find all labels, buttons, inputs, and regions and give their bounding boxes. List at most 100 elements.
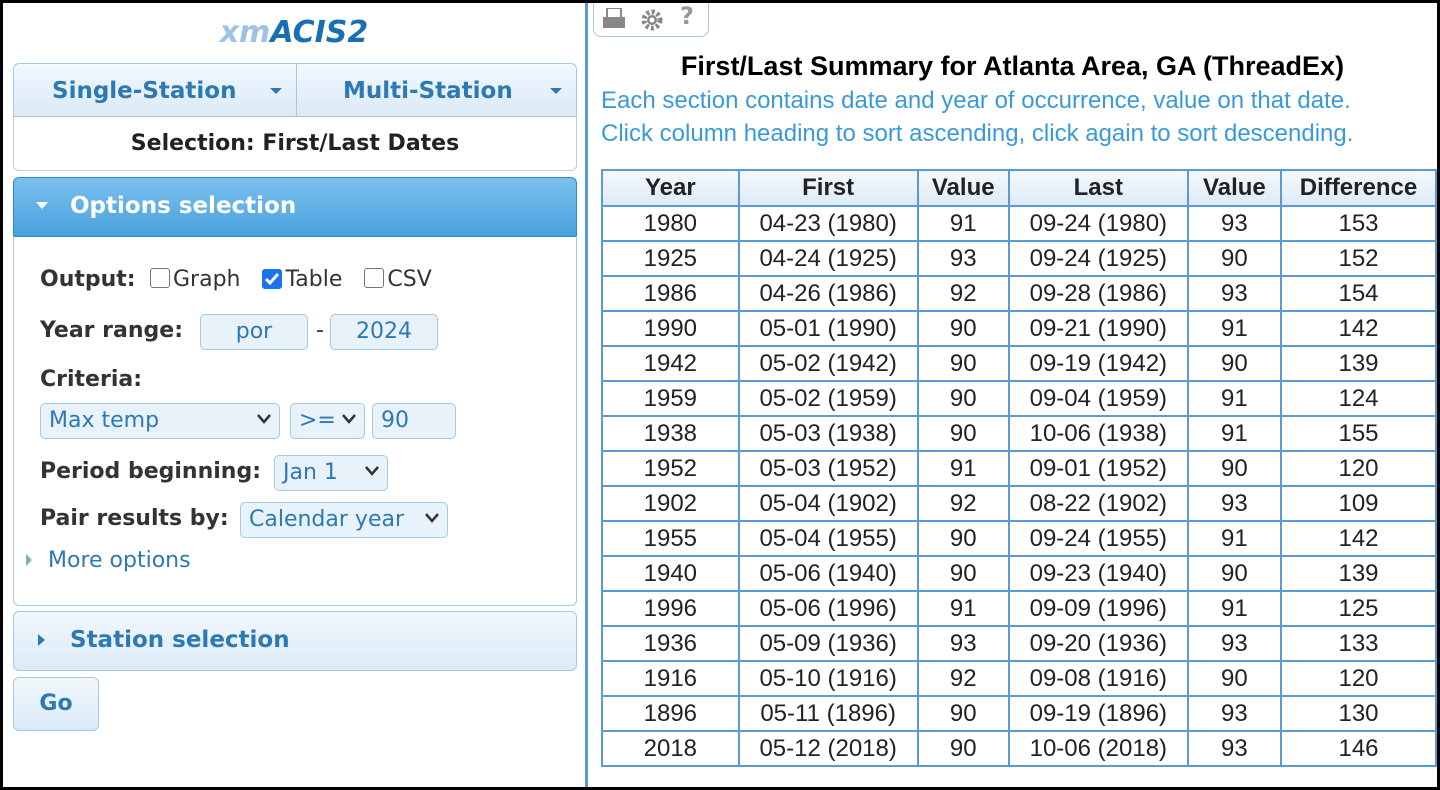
select-value: Max temp	[49, 408, 160, 433]
multi-station-tab[interactable]: Multi-Station	[296, 63, 577, 117]
toolbar: ?	[593, 2, 709, 37]
table-cell: 09-19 (1942)	[1007, 345, 1189, 382]
go-button[interactable]: Go	[13, 677, 99, 731]
station-header[interactable]: Station selection	[13, 611, 577, 671]
table-cell: 09-23 (1940)	[1007, 555, 1189, 592]
output-option[interactable]: Table	[262, 267, 342, 292]
table-cell: 1959	[601, 380, 740, 417]
table-cell: 10-06 (2018)	[1007, 730, 1189, 767]
table-cell: 142	[1279, 310, 1437, 347]
table-row: 2018 05-12 (2018) 90 10-06 (2018) 93 146	[601, 730, 1437, 767]
table-cell: 130	[1279, 695, 1437, 732]
checkbox[interactable]	[150, 268, 170, 288]
table-row: 1902 05-04 (1902) 92 08-22 (1902) 93 109	[601, 485, 1437, 522]
select-value: Calendar year	[249, 507, 404, 532]
criteria-label: Criteria:	[40, 367, 143, 392]
table-cell: 90	[1186, 555, 1282, 592]
table-cell: 139	[1279, 555, 1437, 592]
output-option[interactable]: Graph	[150, 267, 240, 292]
checkbox[interactable]	[364, 268, 385, 288]
table-cell: 05-02 (1942)	[737, 345, 919, 382]
table-row: 1942 05-02 (1942) 90 09-19 (1942) 90 139	[601, 345, 1437, 382]
table-cell: 1902	[601, 485, 740, 522]
table-cell: 93	[1186, 275, 1282, 312]
report-note: Click column heading to sort ascending, …	[601, 120, 1354, 147]
chevron	[257, 414, 271, 424]
divider	[585, 3, 588, 787]
criteria-operator-select[interactable]: >=	[290, 403, 365, 439]
table-cell: 92	[916, 275, 1010, 312]
table-cell: 1940	[601, 555, 740, 592]
checkbox-label: Graph	[173, 267, 241, 292]
table-cell: 09-24 (1980)	[1007, 205, 1189, 242]
year-range-label: Year range:	[40, 318, 184, 343]
more-options[interactable]: More options	[24, 548, 191, 573]
table-cell: 09-09 (1996)	[1007, 590, 1189, 627]
table-cell: 04-23 (1980)	[737, 205, 919, 242]
table-cell: 08-22 (1902)	[1007, 485, 1189, 522]
help-icon[interactable]: ?	[680, 2, 694, 30]
table-cell: 05-09 (1936)	[737, 625, 919, 662]
table-cell: 155	[1279, 415, 1437, 452]
criteria-value-input[interactable]: 90	[372, 403, 456, 439]
output-option[interactable]: CSV	[364, 267, 432, 292]
table-cell: 09-28 (1986)	[1007, 275, 1189, 312]
table-cell: 92	[916, 485, 1010, 522]
table-cell: 154	[1279, 275, 1437, 312]
column-header[interactable]: Last	[1007, 169, 1189, 207]
table-row: 1996 05-06 (1996) 91 09-09 (1996) 91 125	[601, 590, 1437, 627]
table-cell: 91	[916, 590, 1010, 627]
table-cell: 93	[916, 240, 1010, 277]
table-cell: 90	[916, 695, 1010, 732]
criteria-element-select[interactable]: Max temp	[40, 403, 280, 439]
output-label: Output:	[40, 267, 136, 292]
chevron	[425, 513, 439, 523]
column-header[interactable]: First	[737, 169, 919, 207]
station-header-text: Station selection	[70, 627, 290, 653]
table-cell: 1990	[601, 310, 740, 347]
column-header[interactable]: Value	[916, 169, 1010, 207]
check-mark	[265, 273, 280, 286]
output-options: Graph Table CSV	[150, 267, 454, 292]
year-separator: -	[316, 318, 324, 343]
table-cell: 09-20 (1936)	[1007, 625, 1189, 662]
table-row: 1916 05-10 (1916) 92 09-08 (1916) 90 120	[601, 660, 1437, 697]
table-cell: 04-26 (1986)	[737, 275, 919, 312]
table-cell: 1980	[601, 205, 740, 242]
table-cell: 05-02 (1959)	[737, 380, 919, 417]
table-cell: 1916	[601, 660, 740, 697]
table-cell: 91	[1186, 590, 1282, 627]
select-value: Jan 1	[283, 460, 338, 485]
period-label: Period beginning:	[40, 459, 261, 484]
table-cell: 05-11 (1896)	[737, 695, 919, 732]
print-icon[interactable]	[602, 8, 626, 30]
table-row: 1955 05-04 (1955) 90 09-24 (1955) 91 142	[601, 520, 1437, 557]
column-header[interactable]: Difference	[1279, 169, 1437, 207]
settings-icon[interactable]	[640, 8, 664, 32]
checkbox-label: CSV	[387, 267, 432, 292]
table-row: 1990 05-01 (1990) 90 09-21 (1990) 91 142	[601, 310, 1437, 347]
pair-select[interactable]: Calendar year	[240, 502, 448, 538]
table-cell: 09-21 (1990)	[1007, 310, 1189, 347]
table-row: 1936 05-09 (1936) 93 09-20 (1936) 93 133	[601, 625, 1437, 662]
options-header[interactable]: Options selection	[13, 177, 577, 237]
table-cell: 10-06 (1938)	[1007, 415, 1189, 452]
options-panel: Output: Graph Table CSV Year range: por - …	[13, 236, 577, 606]
table-cell: 05-04 (1955)	[737, 520, 919, 557]
period-select[interactable]: Jan 1	[274, 455, 388, 491]
table-cell: 09-19 (1896)	[1007, 695, 1189, 732]
table-cell: 93	[1186, 485, 1282, 522]
column-header[interactable]: Value	[1186, 169, 1282, 207]
table-cell: 120	[1279, 660, 1437, 697]
single-station-tab[interactable]: Single-Station	[13, 63, 297, 117]
table-cell: 90	[916, 520, 1010, 557]
table-cell: 91	[916, 450, 1010, 487]
table-cell: 09-08 (1916)	[1007, 660, 1189, 697]
checkbox[interactable]	[262, 269, 283, 289]
column-header[interactable]: Year	[601, 169, 740, 207]
year-end-input[interactable]: 2024	[330, 314, 438, 350]
year-start-input[interactable]: por	[200, 314, 308, 350]
app-title-prefix: xm	[219, 15, 271, 50]
